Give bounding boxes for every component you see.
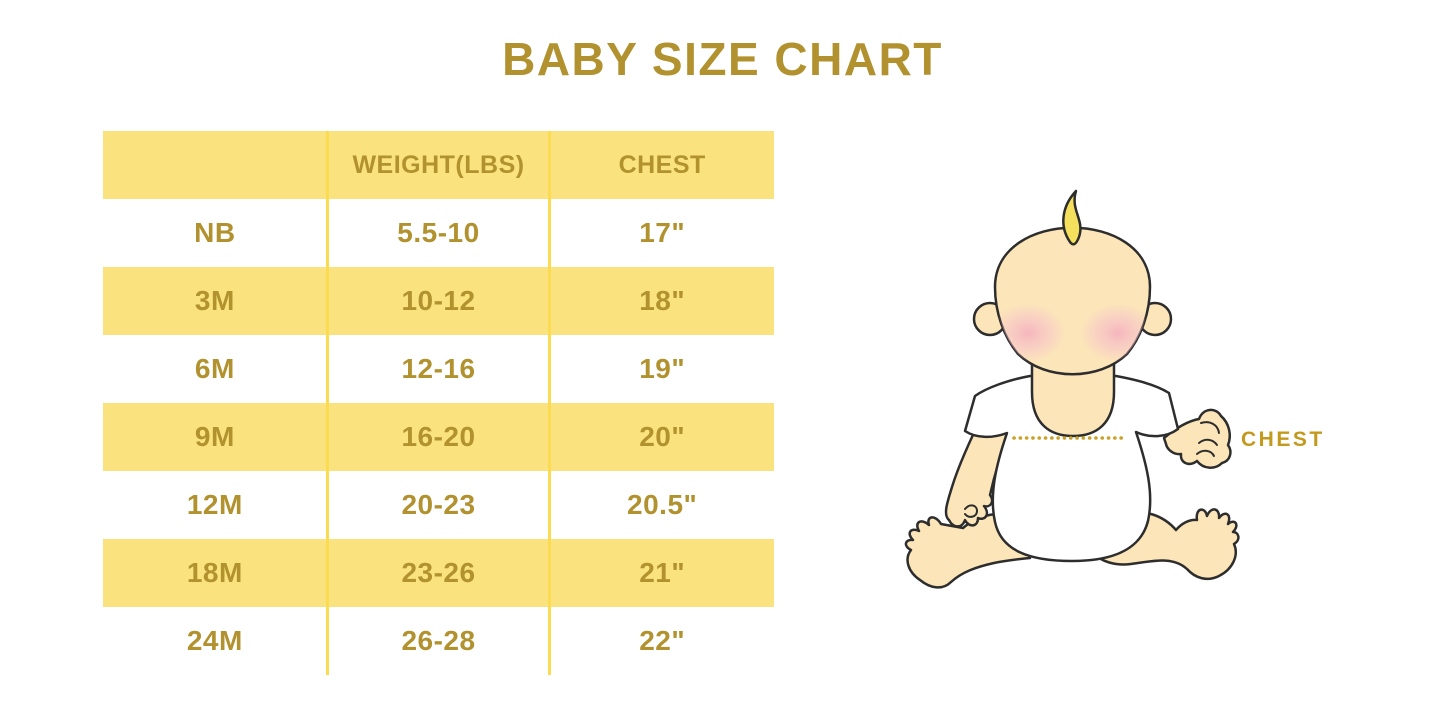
chest-cell: 22" (639, 625, 686, 656)
size-chart-table: WEIGHT(LBS) CHEST NB 5.5-10 17" 3M 10-12… (103, 131, 774, 675)
size-cell: 18M (186, 557, 243, 588)
column-header-weight: WEIGHT(LBS) (352, 150, 525, 179)
size-cell: 24M (186, 625, 243, 656)
table-row: 3M 10-12 18" (103, 267, 774, 335)
table-row: 12M 20-23 20.5" (103, 471, 774, 539)
column-header-size (103, 131, 327, 199)
chest-cell: 17" (639, 217, 686, 248)
weight-cell: 26-28 (401, 625, 476, 656)
baby-onesie (963, 374, 1180, 563)
weight-cell: 12-16 (401, 353, 476, 384)
baby-fist-knuckle-line (1196, 449, 1215, 457)
table-row: NB 5.5-10 17" (103, 199, 774, 267)
baby-fist-thumb-line (1200, 421, 1220, 434)
baby-right-blush (1080, 303, 1150, 363)
baby-neck (1030, 362, 1116, 438)
baby-fist-knuckle-line (1198, 438, 1218, 446)
table-row: 6M 12-16 19" (103, 335, 774, 403)
chest-cell: 20.5" (627, 489, 698, 520)
chest-cell: 19" (639, 353, 686, 384)
chest-cell: 21" (639, 557, 686, 588)
baby-left-arm (944, 406, 1014, 528)
size-cell: 3M (194, 285, 235, 316)
size-cell: 6M (194, 353, 235, 384)
column-header-chest: CHEST (618, 150, 706, 179)
baby-left-blush (995, 303, 1066, 363)
weight-cell: 5.5-10 (397, 217, 480, 248)
baby-illustration: CHEST (870, 180, 1370, 630)
baby-illustration-svg: CHEST (904, 189, 1325, 589)
chest-cell: 18" (639, 285, 686, 316)
table-row: 24M 26-28 22" (103, 607, 774, 675)
weight-cell: 23-26 (401, 557, 476, 588)
size-cell: 12M (186, 489, 243, 520)
weight-cell: 20-23 (401, 489, 476, 520)
column-separator-1 (326, 131, 329, 675)
chest-label: CHEST (1241, 428, 1325, 451)
weight-cell: 16-20 (401, 421, 476, 452)
baby-left-hand-finger-line (964, 504, 979, 518)
size-cell: 9M (194, 421, 235, 452)
baby-hair-tuft-icon (1062, 189, 1082, 246)
size-cell: NB (194, 217, 236, 248)
page-title: BABY SIZE CHART (502, 33, 943, 85)
table-row: 18M 23-26 21" (103, 539, 774, 607)
table-row: 9M 16-20 20" (103, 403, 774, 471)
table-header-row: WEIGHT(LBS) CHEST (103, 131, 774, 199)
weight-cell: 10-12 (401, 285, 476, 316)
chest-cell: 20" (639, 421, 686, 452)
column-separator-2 (548, 131, 551, 675)
